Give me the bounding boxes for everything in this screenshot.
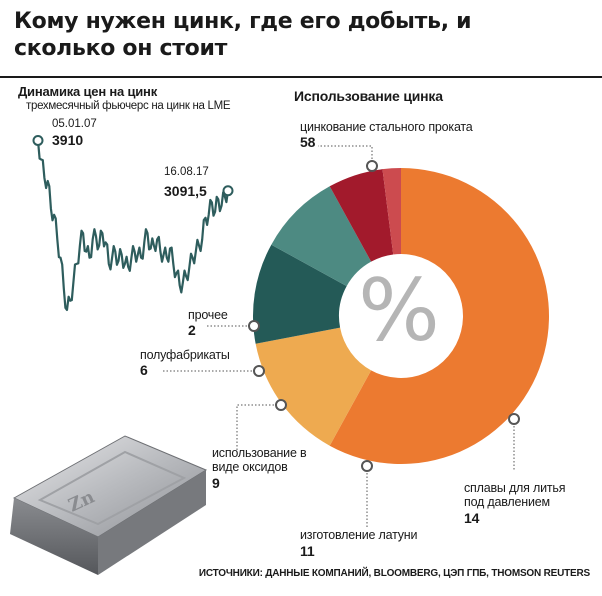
slice-oxides [271, 186, 372, 287]
end-date-label: 16.08.17 [164, 166, 209, 178]
slice-galvanizing [329, 168, 549, 465]
slice-label-die-casting: сплавы для литья под давлением [464, 481, 566, 509]
slice-value-semis: 6 [140, 362, 148, 378]
slice-label-semis: полуфабрикаты [140, 348, 230, 362]
percent-symbol: % [358, 261, 440, 361]
slice-label-galvanizing: цинкование стального проката [300, 120, 473, 134]
start-date-label: 05.01.07 [52, 118, 97, 130]
leader-dot-semis [253, 365, 265, 377]
slice-value-galvanizing: 58 [300, 134, 316, 150]
pie-chart-title: Использование цинка [294, 88, 443, 104]
leader-dot-galvanizing [366, 160, 378, 172]
start-value-label: 3910 [52, 132, 84, 148]
leader-dot-oxides [275, 399, 287, 411]
end-value-label: 3091,5 [164, 183, 207, 199]
price-line [36, 140, 230, 311]
zinc-ingot-image: Zn [10, 435, 208, 575]
slice-semis [329, 169, 394, 262]
leader-dot-brass [361, 460, 373, 472]
slice-brass [253, 244, 347, 344]
slice-other [382, 168, 401, 255]
slice-label-oxides: использование в виде оксидов [212, 446, 307, 474]
leader-galvanizing [318, 145, 373, 166]
leader-dot-die-casting [508, 413, 520, 425]
end-point-marker [222, 185, 234, 197]
slice-die-casting [255, 327, 372, 446]
line-chart-title: Динамика цен на цинк [18, 84, 158, 99]
slice-value-die-casting: 14 [464, 510, 480, 526]
slice-value-oxides: 9 [212, 475, 220, 491]
slice-value-other: 2 [188, 322, 196, 338]
leader-oxides [236, 404, 281, 452]
slice-value-brass: 11 [300, 543, 315, 559]
title-divider [0, 76, 602, 78]
start-point-marker [32, 134, 44, 146]
leader-dot-other [248, 320, 260, 332]
slice-label-brass: изготовление латуни [300, 528, 418, 542]
source-note: ИСТОЧНИКИ: ДАННЫЕ КОМПАНИЙ, BLOOMBERG, Ц… [198, 568, 590, 579]
line-chart-subtitle: трехмесячный фьючерс на цинк на LME [26, 100, 231, 112]
page-title: Кому нужен цинк, где его добыть, и сколь… [14, 9, 472, 61]
slice-label-other: прочее [188, 308, 228, 322]
